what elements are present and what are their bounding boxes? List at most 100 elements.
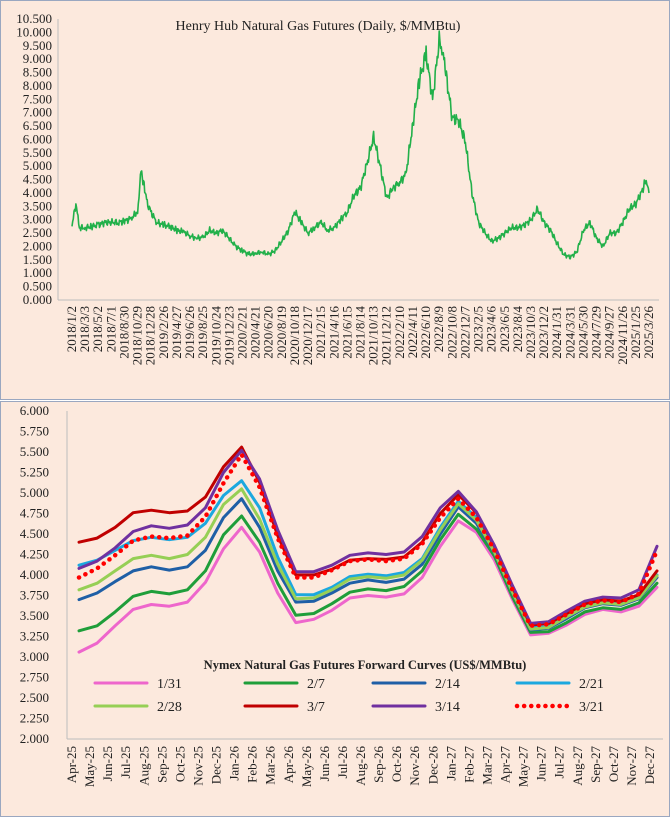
legend-label: 1/31 <box>157 677 182 692</box>
x-tick-label: 2023/4/6 <box>484 306 499 353</box>
y-tick-label: 6.500 <box>23 118 52 133</box>
x-tick-label: 2018/8/30 <box>116 306 131 359</box>
chart-title: Henry Hub Natural Gas Futures (Daily, $/… <box>176 19 461 34</box>
legend-label: 2/21 <box>579 677 604 692</box>
y-tick-label: 8.000 <box>23 78 52 93</box>
x-tick-label: 2023/2/5 <box>471 306 486 352</box>
series-line-2-28 <box>77 487 659 631</box>
y-tick-label: 3.000 <box>23 212 52 227</box>
y-tick-label: 5.000 <box>23 158 52 173</box>
forward-curves-chart: 2.000 2.250 2.500 2.750 3.000 3.250 3.500 3.750… <box>20 403 663 788</box>
x-tick-label: Aug-27 <box>570 746 585 786</box>
series-line-1-31 <box>77 519 659 654</box>
x-tick-label: Oct-26 <box>389 746 404 783</box>
x-tick-label: 2024/7/29 <box>589 306 604 359</box>
x-tick-label: 2019/6/26 <box>182 306 197 359</box>
x-tick-label: 2024/3/31 <box>562 306 577 359</box>
forward-curves-chart-panel: 2.000 2.250 2.500 2.750 3.000 3.250 3.500 3.750… <box>0 401 670 817</box>
y-tick-label: 6.000 <box>23 131 52 146</box>
x-tick-label: Oct-27 <box>606 746 621 783</box>
y-tick-label: 6.000 <box>20 403 49 418</box>
x-tick-label: 2022/8/9 <box>431 306 446 352</box>
x-tick-label: 2019/8/25 <box>195 306 210 359</box>
y-tick-label: 10.000 <box>16 24 52 39</box>
x-tick-label: 2024/11/26 <box>615 306 630 365</box>
y-tick-label: 2.500 <box>23 225 52 240</box>
x-tick-label: 2019/2/26 <box>156 306 171 359</box>
legend-label: 2/7 <box>307 677 325 692</box>
x-tick-label: Jul-27 <box>552 746 567 779</box>
x-tick-label: 2023/10/3 <box>523 306 538 359</box>
x-tick-label: 2020/4/21 <box>248 306 263 359</box>
y-tick-label: 7.000 <box>23 105 52 120</box>
x-tick-label: 2018/12/28 <box>143 306 158 365</box>
x-tick-label: 2023/12/2 <box>536 306 551 359</box>
x-tick-label: 2018/3/3 <box>77 306 92 352</box>
x-tick-label: Jun-26 <box>317 746 332 782</box>
x-tick-label: 2023/6/5 <box>497 306 512 352</box>
y-tick-label: 2.000 <box>20 731 49 746</box>
x-tick-label: 2022/6/10 <box>418 306 433 359</box>
x-tick-label: May-25 <box>82 746 97 787</box>
y-tick-label: 3.250 <box>20 629 49 644</box>
y-tick-label: 3.000 <box>20 649 49 664</box>
legend-label: 2/14 <box>435 677 460 692</box>
x-tick-label: 2022/2/10 <box>392 306 407 359</box>
x-tick-label: Dec-27 <box>642 746 657 785</box>
henry-hub-chart: 0.0000.5001.0001.5002.0002.5003.0003.500… <box>16 11 659 365</box>
y-tick-label: 2.000 <box>23 238 52 253</box>
x-tick-label: Oct-25 <box>172 746 187 782</box>
legend-label: 3/7 <box>307 700 325 715</box>
y-tick-label: 7.500 <box>23 91 52 106</box>
x-tick-label: 2024/1/31 <box>549 306 564 359</box>
x-tick-label: 2021/4/16 <box>326 306 341 359</box>
x-tick-label: 2025/3/26 <box>641 306 656 359</box>
x-tick-label: May-26 <box>299 746 314 788</box>
y-tick-label: 2.750 <box>20 670 49 685</box>
x-tick-label: Jul-26 <box>335 746 350 779</box>
y-tick-label: 5.500 <box>23 145 52 160</box>
x-tick-label: Jun-27 <box>534 746 549 782</box>
x-tick-label: Nov-27 <box>624 746 639 786</box>
y-tick-label: 1.500 <box>23 252 52 267</box>
y-tick-label: 4.250 <box>20 547 49 562</box>
x-tick-label: 2022/4/11 <box>405 306 420 358</box>
legend-label: 3/14 <box>435 700 460 715</box>
y-tick-label: 4.000 <box>23 185 52 200</box>
x-tick-label: Jul-25 <box>118 746 133 779</box>
x-tick-label: 2020/2/21 <box>234 306 249 359</box>
y-tick-label: 3.750 <box>20 588 49 603</box>
x-tick-label: 2020/6/20 <box>261 306 276 359</box>
x-tick-label: 2022/12/7 <box>457 306 472 359</box>
y-tick-label: 0.000 <box>23 292 52 307</box>
x-tick-label: Sep-26 <box>371 746 386 783</box>
x-tick-label: Dec-25 <box>209 746 224 784</box>
y-tick-label: 3.500 <box>20 608 49 623</box>
series-line-2-7 <box>77 512 659 634</box>
x-tick-label: Apr-25 <box>64 746 79 783</box>
x-tick-label: Feb-27 <box>461 746 476 783</box>
x-tick-label: 2018/5/2 <box>90 306 105 352</box>
x-tick-label: 2021/2/15 <box>313 306 328 359</box>
x-tick-label: Nov-25 <box>190 746 205 786</box>
x-tick-label: 2025/1/25 <box>628 306 643 359</box>
x-tick-label: 2019/12/23 <box>221 306 236 365</box>
x-tick-label: 2019/4/27 <box>169 306 184 359</box>
x-tick-label: Feb-26 <box>245 746 260 783</box>
series-line-3-21 <box>76 452 660 629</box>
legend-label: 3/21 <box>579 700 604 715</box>
x-tick-label: Sep-25 <box>154 746 169 783</box>
y-tick-label: 8.500 <box>23 65 52 80</box>
x-tick-label: 2024/5/30 <box>575 306 590 359</box>
x-tick-label: Sep-27 <box>588 746 603 783</box>
y-tick-label: 5.000 <box>20 485 49 500</box>
x-tick-label: 2018/10/29 <box>130 306 145 365</box>
x-tick-label: Jan-26 <box>227 746 242 781</box>
y-tick-label: 2.250 <box>20 711 49 726</box>
y-tick-label: 0.500 <box>23 279 52 294</box>
y-tick-label: 4.500 <box>20 526 49 541</box>
x-tick-label: 2023/8/4 <box>510 306 525 353</box>
y-tick-label: 4.750 <box>20 506 49 521</box>
x-tick-label: 2021/12/12 <box>379 306 394 365</box>
y-tick-label: 1.000 <box>23 265 52 280</box>
